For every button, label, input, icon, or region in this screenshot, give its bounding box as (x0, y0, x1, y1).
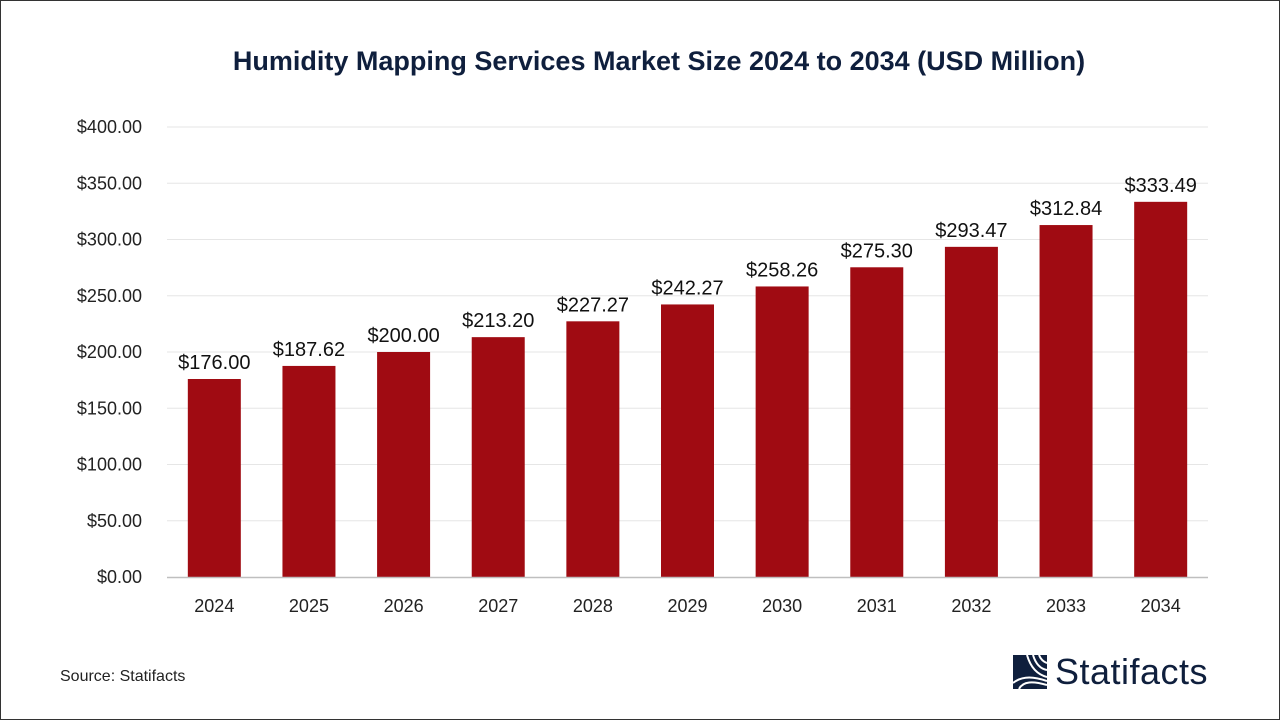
bar (755, 286, 809, 577)
x-tick-label: 2026 (384, 596, 424, 616)
bar (850, 267, 904, 577)
chart-title: Humidity Mapping Services Market Size 20… (232, 46, 1086, 76)
statifacts-logo-icon (1013, 655, 1047, 689)
bar (566, 321, 620, 577)
y-tick-label: $100.00 (77, 455, 142, 475)
source-note: Source: Statifacts (60, 668, 186, 685)
bar (377, 352, 431, 577)
data-label: $176.00 (178, 352, 250, 374)
bar (1039, 225, 1093, 577)
data-label: $275.30 (841, 240, 913, 262)
x-tick-label: 2024 (194, 596, 234, 616)
y-tick-label: $350.00 (77, 173, 142, 193)
y-tick-label: $300.00 (77, 230, 142, 250)
y-tick-label: $50.00 (87, 511, 142, 531)
statifacts-logo-text: Statifacts (1055, 651, 1209, 692)
x-tick-label: 2034 (1141, 596, 1181, 616)
y-tick-label: $0.00 (97, 567, 142, 587)
x-tick-label: 2025 (289, 596, 329, 616)
data-label: $187.62 (273, 339, 345, 361)
bar (187, 379, 241, 577)
y-tick-label: $200.00 (77, 342, 142, 362)
data-label: $200.00 (367, 325, 439, 347)
y-tick-label: $400.00 (77, 117, 142, 137)
x-tick-label: 2030 (762, 596, 802, 616)
data-label: $333.49 (1125, 175, 1197, 197)
bar (1134, 201, 1188, 578)
data-label: $213.20 (462, 310, 534, 332)
bar (282, 365, 336, 577)
x-tick-label: 2028 (573, 596, 613, 616)
x-tick-label: 2031 (857, 596, 897, 616)
bar (471, 337, 525, 577)
y-tick-label: $150.00 (77, 398, 142, 418)
x-tick-label: 2027 (478, 596, 518, 616)
x-tick-label: 2033 (1046, 596, 1086, 616)
bar (944, 246, 998, 577)
data-label: $293.47 (935, 220, 1007, 242)
data-label: $227.27 (557, 294, 629, 316)
data-label: $312.84 (1030, 198, 1102, 220)
x-tick-label: 2029 (667, 596, 707, 616)
x-tick-label: 2032 (951, 596, 991, 616)
bar (661, 304, 714, 577)
y-tick-label: $250.00 (77, 286, 142, 306)
data-label: $258.26 (746, 259, 818, 281)
statifacts-logo: Statifacts (1013, 651, 1208, 693)
data-label: $242.27 (651, 277, 723, 299)
